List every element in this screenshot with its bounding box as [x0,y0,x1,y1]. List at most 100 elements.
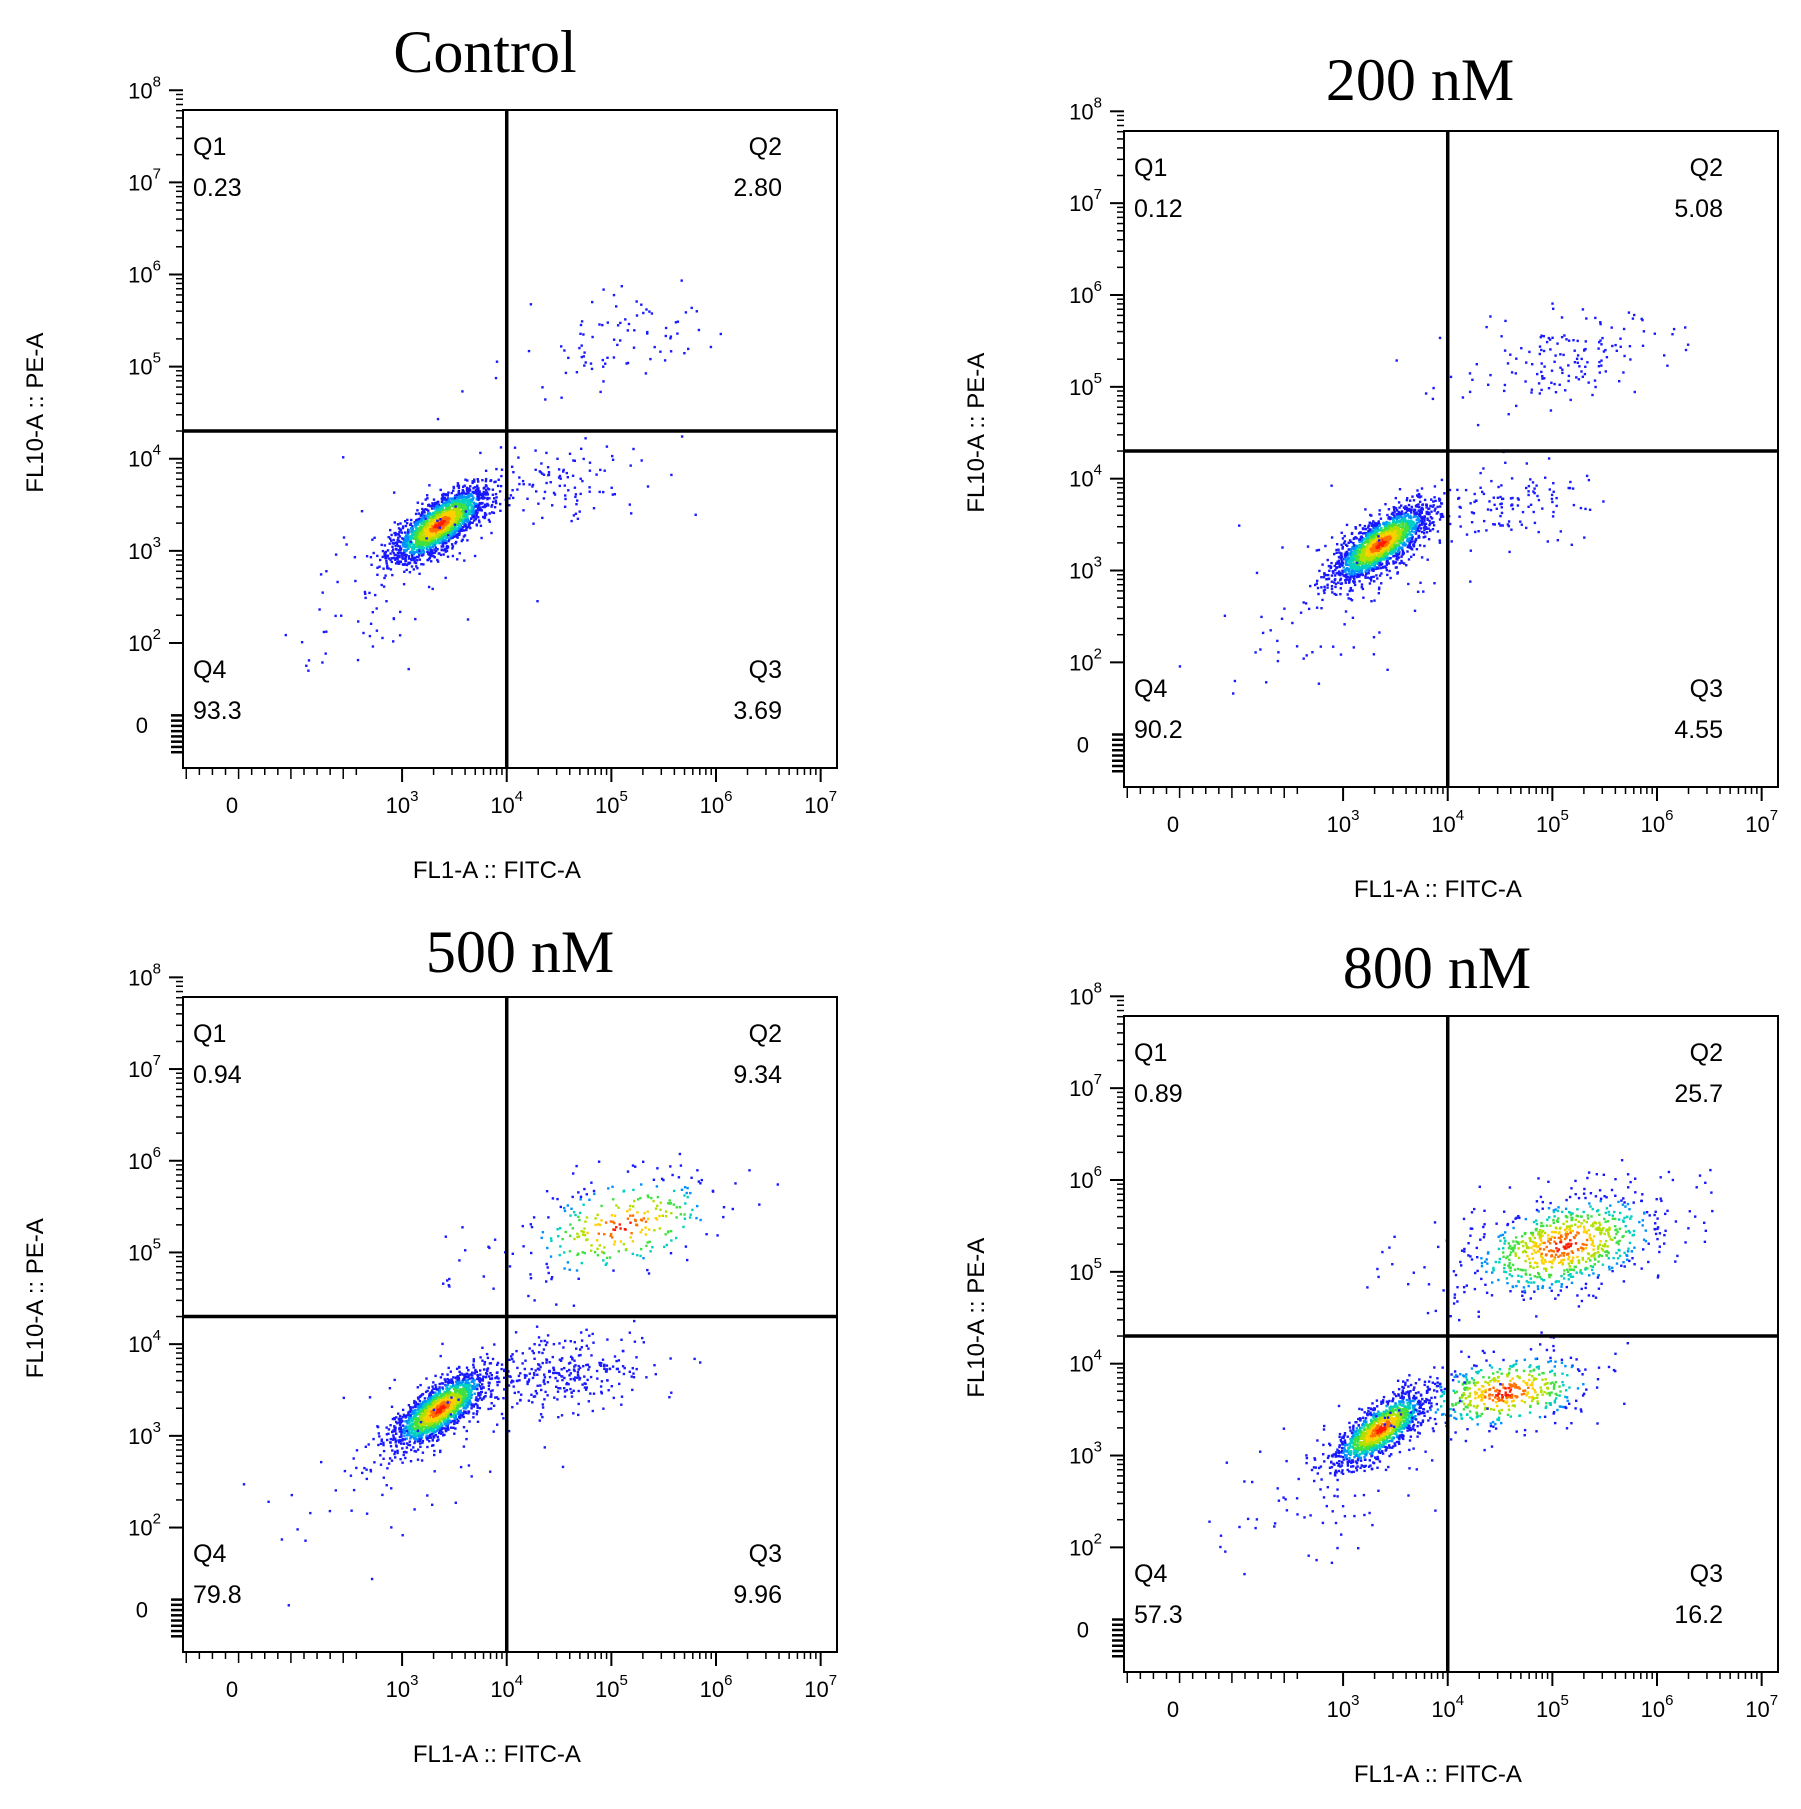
event-point [458,533,461,537]
event-point [483,486,486,489]
event-point [1325,578,1328,581]
event-point [485,492,489,495]
event-point [624,318,627,321]
event-point [1373,555,1377,558]
event-point [423,523,426,526]
event-point [1476,423,1480,427]
event-point [455,540,458,544]
event-point [1414,531,1418,534]
event-point [420,522,423,526]
event-point [1412,545,1416,548]
event-point [1418,544,1422,547]
event-point [1559,353,1562,356]
event-point [449,509,452,513]
event-point [1373,599,1376,602]
event-point [1519,520,1522,523]
event-point [1371,560,1375,563]
event-point [1542,335,1545,338]
event-point [404,543,408,546]
event-point [419,527,423,531]
event-point [492,511,496,515]
event-point [578,510,581,513]
event-point [471,481,474,485]
event-point [1430,510,1433,513]
event-point [468,509,471,513]
event-point [456,495,459,499]
event-point [444,516,447,519]
event-point [1360,564,1364,568]
event-point [575,503,578,506]
event-point [462,515,465,518]
event-point [460,529,463,532]
plot-frame [182,109,838,769]
event-point [1348,539,1352,542]
event-point [427,529,430,532]
event-point [1500,506,1503,509]
event-point [1394,535,1397,539]
event-point [1549,409,1553,412]
event-point [1335,562,1338,565]
event-point [1430,498,1433,501]
event-point [1411,535,1414,539]
event-point [1357,532,1361,535]
event-point [408,531,411,534]
event-point [403,570,406,573]
event-point [1330,561,1333,565]
event-point [1367,545,1371,548]
event-point [1429,516,1433,519]
event-point [427,509,430,512]
event-point [1406,535,1409,538]
event-point [386,549,390,552]
event-point [1369,539,1372,542]
event-point [438,541,441,545]
event-point [1541,375,1544,378]
event-point [1504,319,1507,323]
event-point [464,515,467,518]
event-point [1395,533,1398,536]
event-point [466,500,469,503]
quadrant-percent-q2: 5.08 [1674,195,1723,223]
event-point [451,524,454,527]
event-point [1604,370,1607,373]
event-point [409,540,412,544]
event-point [1398,539,1401,543]
event-point [467,508,470,511]
event-point [1473,492,1476,496]
event-point [719,332,722,336]
event-point [458,518,462,522]
event-point [401,526,405,530]
event-point [1359,531,1363,534]
event-point [1426,558,1429,561]
y-tick-label: 107 [128,165,161,195]
event-point [1276,639,1279,643]
event-point [1629,358,1632,361]
event-point [422,531,425,535]
event-point [1410,511,1413,514]
event-point [1394,543,1397,547]
event-point [466,479,469,482]
event-point [1333,581,1336,584]
event-point [1407,539,1410,542]
event-point [1604,348,1607,352]
event-point [421,515,424,518]
event-point [405,553,408,557]
event-point [574,495,577,499]
event-point [411,556,415,559]
event-point [1347,556,1350,560]
event-point [1417,503,1420,506]
event-point [1339,653,1343,656]
event-point [466,517,470,520]
event-point [1404,514,1407,518]
event-point [437,517,440,521]
event-point [1389,557,1392,560]
event-point [1315,582,1318,585]
event-point [1366,564,1369,567]
event-point [441,544,445,547]
event-point [386,567,389,570]
event-point [1335,593,1338,596]
event-point [445,520,449,523]
event-point [444,548,447,551]
event-point [416,527,419,530]
event-point [646,485,650,488]
event-point [1337,559,1341,562]
